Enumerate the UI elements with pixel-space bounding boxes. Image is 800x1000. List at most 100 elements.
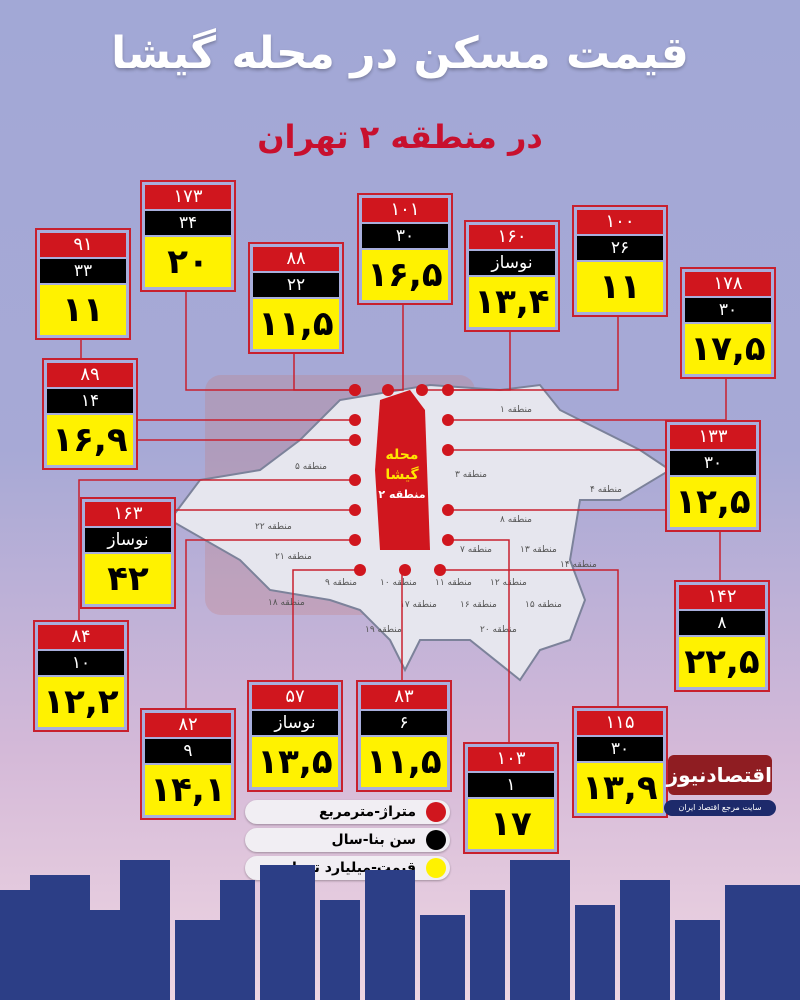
location-dot (349, 534, 361, 546)
area-value: ۱۷۳ (145, 185, 231, 209)
area-value: ۱۷۸ (685, 272, 771, 296)
building (675, 920, 720, 1000)
price-value: ۱۴,۱ (145, 765, 231, 815)
location-dot (399, 564, 411, 576)
connector-line (440, 569, 619, 761)
price-value: ۱۳,۹ (577, 763, 663, 813)
area-value: ۱۶۰ (469, 225, 555, 249)
age-value: ۱۴ (47, 389, 133, 413)
price-value: ۱۷,۵ (685, 324, 771, 374)
district-label: منطقه ۹ (325, 578, 358, 588)
area-value: ۱۴۲ (679, 585, 765, 609)
gisha-name: محله گیشا (385, 447, 419, 483)
location-dot (349, 504, 361, 516)
district-label: منطقه ۱۶ (460, 600, 497, 610)
gisha-district: منطقه ۲ (378, 488, 426, 501)
location-dot (442, 384, 454, 396)
area-value: ۸۹ (47, 363, 133, 387)
location-dot (442, 504, 454, 516)
building (620, 880, 670, 1000)
location-dot (416, 384, 428, 396)
legend-item: متراژ-مترمربع (245, 800, 450, 824)
area-value: ۱۳۳ (670, 425, 756, 449)
area-value: ۱۶۳ (85, 502, 171, 526)
connector-line (185, 539, 355, 763)
building (30, 875, 90, 1000)
city-skyline (0, 860, 800, 1000)
building (220, 880, 255, 1000)
location-dot (349, 414, 361, 426)
building (365, 870, 415, 1000)
district-label: منطقه ۱۳ (520, 545, 557, 555)
listing-card: ۱۱۵ ۳۰ ۱۳,۹ (572, 706, 668, 818)
district-label: منطقه ۵ (295, 462, 328, 472)
legend-item: سن بنا-سال (245, 828, 450, 852)
gisha-label: محله گیشا منطقه ۲ (372, 445, 432, 505)
brand-tagline: سایت مرجع اقتصاد ایران (664, 800, 776, 816)
price-value: ۱۲,۵ (670, 477, 756, 527)
area-value: ۵۷ (252, 685, 338, 709)
building (575, 905, 615, 1000)
district-label: منطقه ۱۱ (435, 578, 472, 588)
area-value: ۹۱ (40, 233, 126, 257)
listing-card: ۱۷۸ ۳۰ ۱۷,۵ (680, 267, 776, 379)
listing-card: ۱۴۲ ۸ ۲۲,۵ (674, 580, 770, 692)
location-dot (349, 474, 361, 486)
location-dot (382, 384, 394, 396)
building (320, 900, 360, 1000)
price-value: ۲۰ (145, 237, 231, 287)
page-title: قیمت مسکن در محله گیشا (111, 28, 689, 79)
age-value: ۶ (361, 711, 447, 735)
legend-dot-icon (426, 802, 446, 822)
location-dot (349, 384, 361, 396)
legend-dot-icon (426, 830, 446, 850)
location-dot (349, 434, 361, 446)
district-label: منطقه ۱۲ (490, 578, 527, 588)
district-label: منطقه ۱۴ (560, 560, 597, 570)
age-value: ۱ (468, 773, 554, 797)
connector-line (448, 539, 510, 797)
district-label: منطقه ۷ (460, 545, 493, 555)
price-value: ۱۶,۵ (362, 250, 448, 300)
district-label: منطقه ۱۹ (365, 625, 402, 635)
age-value: ۳۰ (685, 298, 771, 322)
area-value: ۸۳ (361, 685, 447, 709)
district-label: منطقه ۲۲ (255, 522, 292, 532)
listing-card: ۱۳۳ ۳۰ ۱۲,۵ (665, 420, 761, 532)
area-value: ۱۱۵ (577, 711, 663, 735)
listing-card: ۸۳ ۶ ۱۱,۵ (356, 680, 452, 792)
district-label: منطقه ۲۰ (480, 625, 517, 635)
building (420, 915, 465, 1000)
district-label: منطقه ۱ (500, 405, 533, 415)
building (90, 910, 120, 1000)
listing-card: ۱۶۰ نوساز ۱۳,۴ (464, 220, 560, 332)
listing-card: ۸۸ ۲۲ ۱۱,۵ (248, 242, 344, 354)
age-value: ۲۶ (577, 236, 663, 260)
building (260, 865, 315, 1000)
district-label: منطقه ۳ (455, 470, 488, 480)
area-value: ۸۸ (253, 247, 339, 271)
district-label: منطقه ۸ (500, 515, 533, 525)
price-value: ۱۱ (577, 262, 663, 312)
age-value: نوساز (469, 251, 555, 275)
price-value: ۱۷ (468, 799, 554, 849)
price-value: ۱۳,۴ (469, 277, 555, 327)
district-label: منطقه ۴ (590, 485, 623, 495)
area-value: ۸۴ (38, 625, 124, 649)
building (120, 860, 170, 1000)
building (470, 890, 505, 1000)
area-value: ۱۰۰ (577, 210, 663, 234)
location-dot (442, 414, 454, 426)
building (175, 920, 220, 1000)
listing-card: ۹۱ ۳۳ ۱۱ (35, 228, 131, 340)
building (725, 885, 800, 1000)
area-value: ۱۰۳ (468, 747, 554, 771)
age-value: ۳۰ (577, 737, 663, 761)
age-value: ۳۴ (145, 211, 231, 235)
district-label: منطقه ۱۷ (400, 600, 437, 610)
listing-card: ۸۹ ۱۴ ۱۶,۹ (42, 358, 138, 470)
listing-card: ۱۷۳ ۳۴ ۲۰ (140, 180, 236, 292)
listing-card: ۸۴ ۱۰ ۱۲,۲ (33, 620, 129, 732)
price-value: ۲۲,۵ (679, 637, 765, 687)
